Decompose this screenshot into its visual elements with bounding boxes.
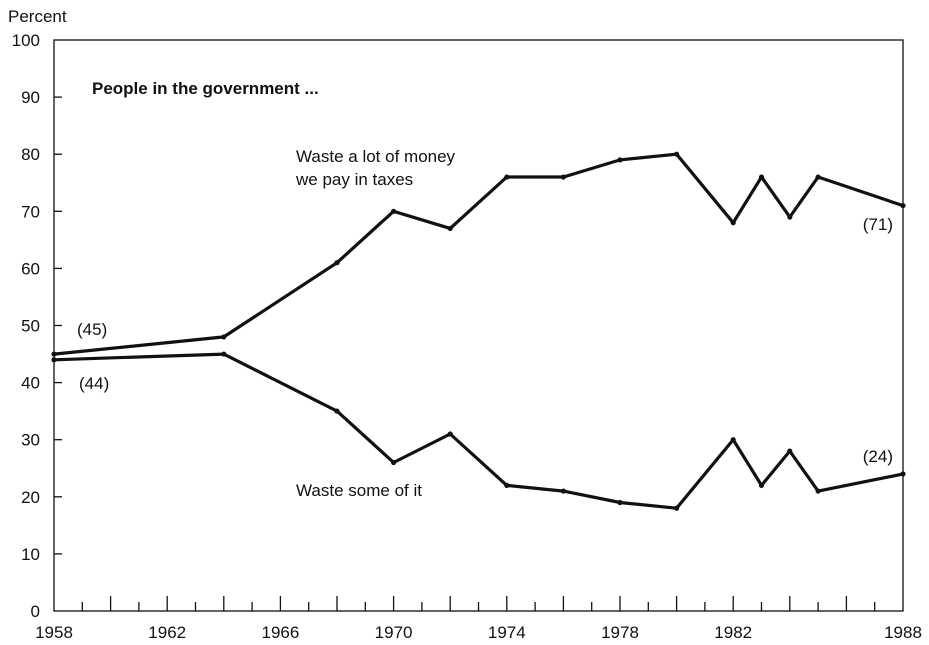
series-layer <box>51 151 906 511</box>
value-annotation: (24) <box>863 447 893 466</box>
y-tick-label: 20 <box>21 488 40 507</box>
y-tick-label: 10 <box>21 545 40 564</box>
data-point <box>730 437 736 443</box>
value-annotation: (44) <box>79 374 109 393</box>
y-tick-label: 100 <box>12 31 40 50</box>
y-tick-label: 40 <box>21 374 40 393</box>
data-point <box>900 202 906 209</box>
data-point <box>730 220 736 226</box>
series-line <box>53 352 904 510</box>
x-tick-label: 1958 <box>35 623 73 642</box>
y-tick-label: 30 <box>21 431 40 450</box>
y-tick-label: 0 <box>31 602 40 621</box>
value-annotation: (71) <box>863 215 893 234</box>
data-point <box>758 482 765 488</box>
x-tick-label: 1982 <box>714 623 752 642</box>
data-point <box>560 174 567 180</box>
data-point <box>447 431 453 437</box>
data-point <box>391 459 397 466</box>
y-tick-label: 80 <box>21 145 40 164</box>
data-point <box>504 174 510 180</box>
series-1-label: we pay in taxes <box>295 170 413 189</box>
data-point <box>674 505 680 511</box>
y-tick-label: 60 <box>21 259 40 278</box>
x-tick-label: 1978 <box>601 623 639 642</box>
series-1-label: Waste a lot of money <box>296 147 456 166</box>
data-point <box>221 334 227 340</box>
y-tick-label: 50 <box>21 317 40 336</box>
data-point <box>334 408 340 414</box>
y-axis: 0 10 20 30 40 50 60 70 80 90 100 <box>12 31 62 621</box>
data-point <box>617 499 623 506</box>
labels-layer: Waste a lot of money we pay in taxes Waste… <box>77 147 893 500</box>
data-point <box>391 208 397 214</box>
y-tick-label: 70 <box>21 202 40 221</box>
data-point <box>617 157 623 163</box>
x-tick-label: 1962 <box>148 623 186 642</box>
data-point <box>815 174 821 180</box>
x-tick-label: 1966 <box>261 623 299 642</box>
data-point <box>758 174 765 180</box>
value-annotation: (45) <box>77 320 107 339</box>
x-tick-label: 1970 <box>375 623 413 642</box>
data-point <box>900 471 906 477</box>
data-point <box>674 151 680 157</box>
data-point <box>787 448 793 454</box>
y-tick-label: 90 <box>21 88 40 107</box>
plot-frame <box>53 39 904 612</box>
data-point <box>504 482 510 488</box>
chart-title: People in the government ... <box>92 79 319 98</box>
data-point <box>51 351 57 357</box>
data-point <box>787 214 793 220</box>
data-point <box>334 260 340 266</box>
x-tick-label: 1988 <box>884 623 922 642</box>
data-point <box>560 488 567 494</box>
data-point <box>51 357 57 363</box>
x-axis: 1958 1962 1966 1970 1974 1978 1982 1988 <box>35 596 922 642</box>
series-1 <box>51 151 906 357</box>
series-2 <box>51 351 906 511</box>
x-tick-label: 1974 <box>488 623 526 642</box>
series-2-label: Waste some of it <box>296 481 422 500</box>
y-axis-label: Percent <box>8 7 67 26</box>
series-line <box>53 152 904 356</box>
data-point <box>815 488 821 494</box>
data-point <box>221 351 227 357</box>
data-point <box>447 225 453 232</box>
